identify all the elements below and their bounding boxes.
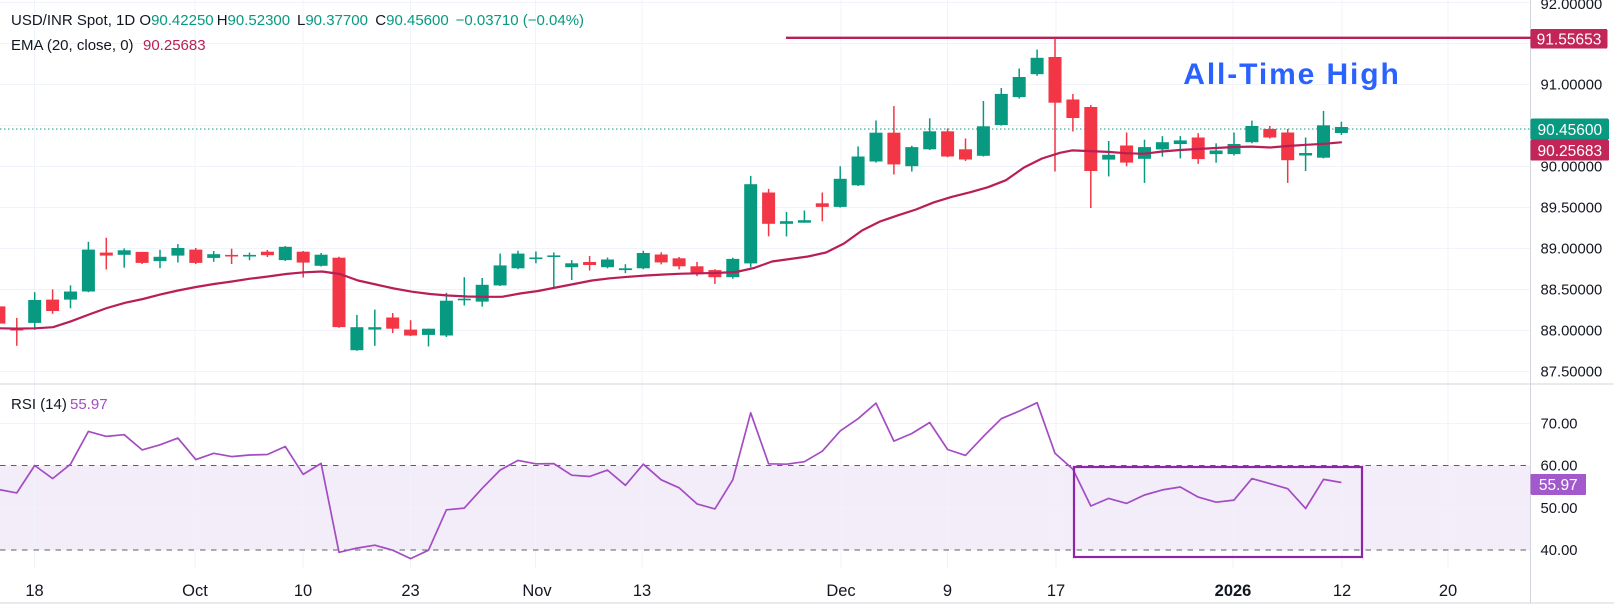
svg-text:12: 12 <box>1333 582 1351 600</box>
svg-text:87.50000: 87.50000 <box>1541 365 1603 381</box>
svg-text:23: 23 <box>401 582 419 600</box>
svg-text:EMA (20, close, 0): EMA (20, close, 0) <box>11 37 134 54</box>
svg-text:89.00000: 89.00000 <box>1541 242 1603 258</box>
svg-text:40.00: 40.00 <box>1541 543 1578 559</box>
svg-text:2026: 2026 <box>1215 582 1252 600</box>
svg-text:10: 10 <box>294 582 312 600</box>
svg-text:18: 18 <box>25 582 43 600</box>
svg-text:88.50000: 88.50000 <box>1541 283 1603 299</box>
svg-text:90.45600: 90.45600 <box>1537 122 1602 139</box>
svg-text:L90.37700: L90.37700 <box>297 12 368 29</box>
svg-text:90.00000: 90.00000 <box>1541 160 1603 176</box>
svg-text:60.00: 60.00 <box>1541 459 1578 475</box>
svg-text:90.25683: 90.25683 <box>143 37 206 54</box>
svg-text:88.00000: 88.00000 <box>1541 324 1603 340</box>
svg-text:RSI (14): RSI (14) <box>11 396 67 413</box>
svg-text:All-Time High: All-Time High <box>1183 58 1401 91</box>
svg-text:89.50000: 89.50000 <box>1541 201 1603 217</box>
svg-text:H90.52300: H90.52300 <box>217 12 290 29</box>
svg-text:USD/INR Spot, 1D: USD/INR Spot, 1D <box>11 12 135 29</box>
svg-text:−0.03710 (−0.04%): −0.03710 (−0.04%) <box>456 12 584 29</box>
svg-text:92.00000: 92.00000 <box>1541 0 1603 13</box>
svg-text:9: 9 <box>943 582 952 600</box>
svg-text:20: 20 <box>1439 582 1457 600</box>
svg-text:Nov: Nov <box>522 582 552 600</box>
svg-text:C90.45600: C90.45600 <box>375 12 448 29</box>
svg-text:50.00: 50.00 <box>1541 501 1578 517</box>
svg-text:13: 13 <box>633 582 651 600</box>
svg-text:55.97: 55.97 <box>1539 477 1578 494</box>
svg-text:Oct: Oct <box>182 582 208 600</box>
svg-text:Dec: Dec <box>826 582 855 600</box>
svg-text:70.00: 70.00 <box>1541 417 1578 433</box>
svg-text:90.25683: 90.25683 <box>1537 143 1602 160</box>
svg-text:91.00000: 91.00000 <box>1541 78 1603 94</box>
svg-text:O90.42250: O90.42250 <box>139 12 213 29</box>
svg-text:55.97: 55.97 <box>70 396 108 413</box>
svg-text:17: 17 <box>1047 582 1065 600</box>
svg-text:91.55653: 91.55653 <box>1537 31 1602 48</box>
